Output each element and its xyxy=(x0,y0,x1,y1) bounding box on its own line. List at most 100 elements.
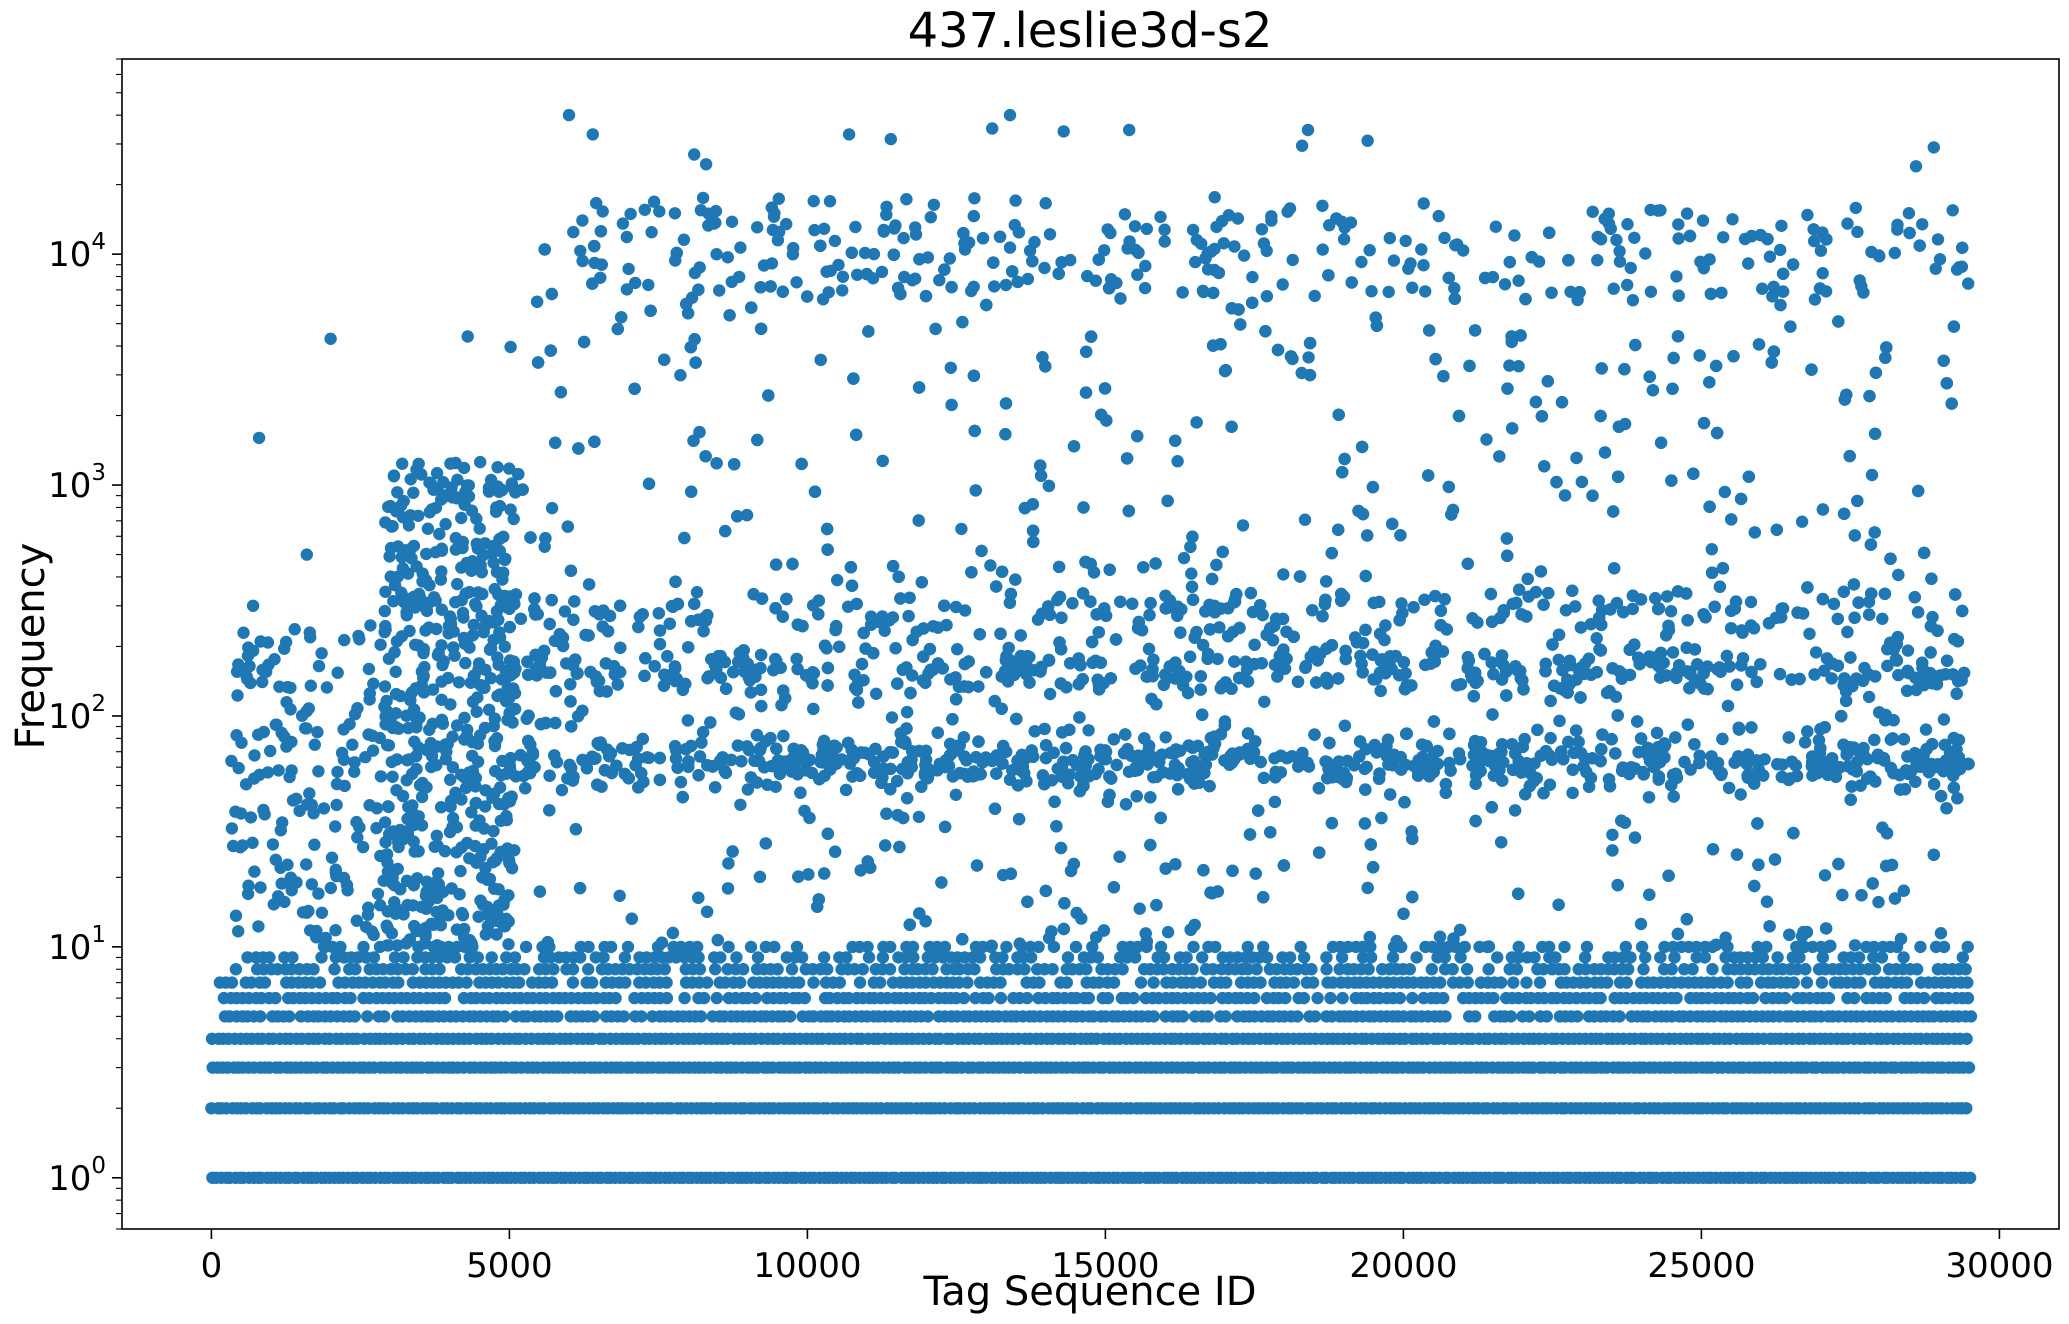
scatter-point xyxy=(344,991,357,1005)
scatter-point xyxy=(315,951,328,964)
scatter-point xyxy=(452,676,466,689)
scatter-point xyxy=(430,905,443,919)
scatter-point xyxy=(361,908,375,921)
scatter-point xyxy=(466,695,480,708)
scatter-point xyxy=(951,643,964,656)
scatter-point xyxy=(435,675,448,688)
scatter-point xyxy=(415,468,428,481)
scatter-point xyxy=(1854,976,1867,989)
scatter-point xyxy=(1818,869,1832,882)
scatter-point xyxy=(450,923,464,936)
scatter-point xyxy=(404,473,417,486)
scatter-point xyxy=(419,921,433,934)
scatter-point xyxy=(1454,951,1467,964)
scatter-point xyxy=(493,781,507,794)
scatter-point xyxy=(458,733,471,746)
scatter-point xyxy=(374,638,387,651)
scatter-point xyxy=(1302,351,1315,364)
scatter-point xyxy=(379,585,392,598)
scatter-point xyxy=(1434,976,1447,989)
scatter-point xyxy=(751,951,765,964)
scatter-point xyxy=(338,633,351,647)
scatter-point xyxy=(493,532,506,546)
scatter-point xyxy=(722,940,735,954)
scatter-point xyxy=(582,963,595,976)
scatter-point xyxy=(470,856,483,869)
scatter-point xyxy=(456,909,470,922)
scatter-point xyxy=(994,991,1008,1005)
scatter-point xyxy=(692,951,705,964)
scatter-point xyxy=(451,473,464,486)
scatter-point xyxy=(471,755,485,768)
scatter-point xyxy=(798,991,811,1005)
scatter-point xyxy=(502,889,515,902)
scatter-point xyxy=(266,838,280,851)
scatter-point xyxy=(472,586,485,599)
scatter-point xyxy=(734,976,747,989)
scatter-point xyxy=(494,845,507,859)
scatter-point xyxy=(351,831,364,844)
scatter-point xyxy=(678,991,691,1005)
scatter-point xyxy=(1961,991,1975,1005)
scatter-point xyxy=(1061,951,1075,964)
scatter-point xyxy=(428,840,441,853)
scatter-point xyxy=(771,963,784,976)
scatter-point xyxy=(1510,963,1524,976)
scatter-point xyxy=(451,577,464,591)
scatter-point xyxy=(1209,940,1222,954)
scatter-point xyxy=(300,722,313,735)
scatter-point xyxy=(1480,433,1493,446)
scatter-point xyxy=(500,809,513,823)
scatter-point xyxy=(1206,963,1220,976)
scatter-point xyxy=(497,898,510,911)
scatter-point xyxy=(1622,963,1635,976)
scatter-point xyxy=(1504,1010,1518,1023)
scatter-point xyxy=(1032,940,1045,954)
scatter-point xyxy=(388,896,401,909)
scatter-point xyxy=(1320,963,1333,976)
scatter-point xyxy=(247,644,260,657)
scatter-point xyxy=(370,802,384,815)
scatter-point xyxy=(545,976,559,989)
scatter-point xyxy=(475,566,488,579)
scatter-point xyxy=(435,713,449,726)
scatter-point xyxy=(1799,963,1812,976)
scatter-point xyxy=(486,616,500,629)
scatter-point xyxy=(385,755,398,769)
scatter-point xyxy=(506,716,519,729)
scatter-point xyxy=(1751,940,1764,954)
scatter-point xyxy=(885,711,899,724)
scatter-point xyxy=(783,1010,797,1023)
scatter-point xyxy=(1446,963,1459,976)
scatter-point xyxy=(1439,1010,1452,1023)
scatter-point xyxy=(1590,632,1603,645)
scatter-point xyxy=(833,976,846,989)
scatter-point xyxy=(419,889,433,902)
scatter-point xyxy=(400,545,414,558)
scatter-point xyxy=(486,791,499,804)
scatter-point xyxy=(566,963,580,976)
scatter-point xyxy=(1161,925,1175,939)
scatter-point xyxy=(1865,468,1879,482)
scatter-point xyxy=(429,501,443,515)
scatter-point xyxy=(709,963,722,976)
scatter-point xyxy=(1335,951,1349,964)
scatter-point xyxy=(1619,940,1633,954)
scatter-point xyxy=(768,940,781,954)
scatter-point xyxy=(387,469,401,482)
scatter-point xyxy=(544,951,557,964)
scatter-point xyxy=(1848,939,1862,952)
scatter-point xyxy=(310,924,323,938)
scatter-point xyxy=(785,963,799,976)
scatter-point xyxy=(348,765,361,778)
scatter-point xyxy=(1876,612,1889,625)
scatter-point xyxy=(585,976,599,989)
scatter-point xyxy=(1186,963,1199,976)
scatter-point xyxy=(225,976,239,989)
scatter-point xyxy=(424,476,437,490)
scatter-point xyxy=(465,504,479,517)
scatter-point xyxy=(264,744,277,758)
scatter-point xyxy=(396,562,410,575)
scatter-point xyxy=(420,743,433,757)
scatter-point xyxy=(275,877,288,890)
